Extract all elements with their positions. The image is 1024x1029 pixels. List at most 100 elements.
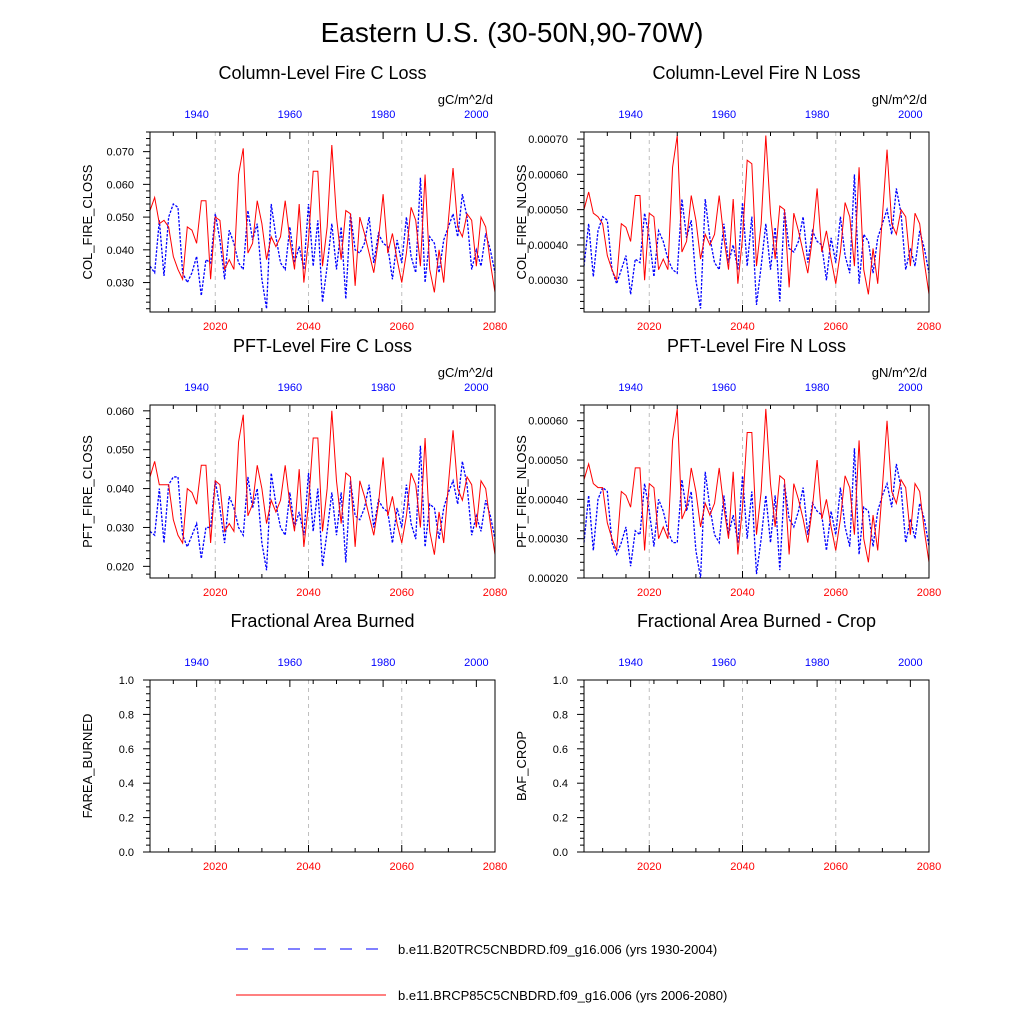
x2-tick-label: 2000 xyxy=(464,382,488,394)
x-tick-label: 2060 xyxy=(390,587,414,599)
x-tick-label: 2080 xyxy=(483,321,507,333)
y-tick-label: 0.00050 xyxy=(528,455,568,467)
x2-tick-label: 2000 xyxy=(898,657,922,669)
series-line-red xyxy=(149,410,496,555)
series-line-red xyxy=(583,135,930,295)
y-axis-label: PFT_FIRE_CLOSS xyxy=(80,435,95,548)
plot-frame xyxy=(583,131,930,313)
x2-tick-label: 2000 xyxy=(898,382,922,394)
series-line-blue xyxy=(583,174,930,309)
x2-tick-label: 2000 xyxy=(464,657,488,669)
y-axis-label: COL_FIRE_CLOSS xyxy=(80,164,95,279)
x2-tick-label: 1980 xyxy=(805,657,829,669)
panel-title: Column-Level Fire C Loss xyxy=(218,63,426,83)
y-tick-label: 0.00060 xyxy=(528,416,568,428)
plot-frame xyxy=(583,679,930,853)
y-tick-label: 0.00070 xyxy=(528,134,568,146)
x2-tick-label: 1960 xyxy=(278,657,302,669)
y-tick-label: 0.4 xyxy=(119,778,134,790)
x2-tick-label: 1940 xyxy=(184,382,208,394)
x-tick-label: 2040 xyxy=(730,321,754,333)
x2-tick-label: 1940 xyxy=(618,109,642,121)
panel-pft-fire-n: PFT-Level Fire N Loss gN/m^2/d 2020 2040 206… xyxy=(514,336,941,599)
panel-units: gC/m^2/d xyxy=(438,92,493,107)
panel-units: gN/m^2/d xyxy=(872,92,927,107)
y-axis-label: PFT_FIRE_NLOSS xyxy=(514,435,529,548)
x2-tick-label: 1980 xyxy=(371,382,395,394)
y-tick-label: 0.6 xyxy=(119,744,134,756)
y-tick-label: 0.060 xyxy=(106,406,134,418)
y-axis-label: FAREA_BURNED xyxy=(80,714,95,819)
panel-farea-burned: Fractional Area Burned 2020 2040 2060 2080 19… xyxy=(80,611,507,873)
x2-tick-label: 1980 xyxy=(805,382,829,394)
y-tick-label: 0.2 xyxy=(119,813,134,825)
x-tick-label: 2080 xyxy=(917,321,941,333)
x-tick-label: 2060 xyxy=(390,861,414,873)
y-tick-label: 0.040 xyxy=(106,245,134,257)
plot-frame xyxy=(149,404,496,579)
x-tick-label: 2080 xyxy=(483,861,507,873)
y-axis-label: COL_FIRE_NLOSS xyxy=(514,164,529,279)
y-tick-label: 0.030 xyxy=(106,522,134,534)
plot-frame xyxy=(149,131,496,313)
panel-pft-fire-c: PFT-Level Fire C Loss gC/m^2/d 2020 2040 206… xyxy=(80,336,507,599)
panel-title: Fractional Area Burned - Crop xyxy=(637,611,876,631)
panel-title: Column-Level Fire N Loss xyxy=(652,63,860,83)
x-tick-label: 2080 xyxy=(483,587,507,599)
x2-tick-label: 2000 xyxy=(898,109,922,121)
x-tick-label: 2040 xyxy=(296,861,320,873)
y-tick-label: 0.060 xyxy=(106,179,134,191)
x2-tick-label: 1940 xyxy=(618,382,642,394)
x2-tick-label: 1960 xyxy=(712,382,736,394)
panel-title: PFT-Level Fire N Loss xyxy=(667,336,846,356)
panel-title: Fractional Area Burned xyxy=(230,611,414,631)
legend: b.e11.B20TRC5CNBDRD.f09_g16.006 (yrs 193… xyxy=(236,942,727,1003)
page-title: Eastern U.S. (30-50N,90-70W) xyxy=(321,17,704,48)
panel-title: PFT-Level Fire C Loss xyxy=(233,336,412,356)
y-tick-label: 0.6 xyxy=(553,744,568,756)
x-tick-label: 2020 xyxy=(203,587,227,599)
x-tick-label: 2020 xyxy=(637,587,661,599)
y-tick-label: 0.00040 xyxy=(528,240,568,252)
y-tick-label: 0.00020 xyxy=(528,573,568,585)
x-tick-label: 2040 xyxy=(730,861,754,873)
y-tick-label: 0.030 xyxy=(106,278,134,290)
panel-units: gC/m^2/d xyxy=(438,365,493,380)
y-tick-label: 0.040 xyxy=(106,484,134,496)
y-tick-label: 0.070 xyxy=(106,147,134,159)
y-tick-label: 0.00060 xyxy=(528,169,568,181)
panel-col-fire-n: Column-Level Fire N Loss gN/m^2/d 2020 2040… xyxy=(514,63,941,333)
x-tick-label: 2060 xyxy=(824,321,848,333)
panel-units: gN/m^2/d xyxy=(872,365,927,380)
x-tick-label: 2060 xyxy=(824,587,848,599)
series-line-red xyxy=(583,408,930,563)
y-tick-label: 0.2 xyxy=(553,813,568,825)
plot-frame xyxy=(583,404,930,579)
legend-label-red: b.e11.BRCP85C5CNBDRD.f09_g16.006 (yrs 20… xyxy=(398,988,727,1003)
legend-label-blue: b.e11.B20TRC5CNBDRD.f09_g16.006 (yrs 193… xyxy=(398,942,717,957)
panel-baf-crop: Fractional Area Burned - Crop 2020 2040 206… xyxy=(514,611,941,873)
x-tick-label: 2080 xyxy=(917,861,941,873)
x-tick-label: 2040 xyxy=(730,587,754,599)
x2-tick-label: 1960 xyxy=(712,657,736,669)
x-tick-label: 2020 xyxy=(203,321,227,333)
x2-tick-label: 1980 xyxy=(371,109,395,121)
y-tick-label: 0.8 xyxy=(119,709,134,721)
series-line-blue xyxy=(149,177,496,309)
y-tick-label: 0.0 xyxy=(119,847,134,859)
x-tick-label: 2060 xyxy=(390,321,414,333)
x-tick-label: 2020 xyxy=(637,861,661,873)
x2-tick-label: 1980 xyxy=(805,109,829,121)
y-tick-label: 0.0 xyxy=(553,847,568,859)
y-tick-label: 1.0 xyxy=(119,675,134,687)
x-tick-label: 2020 xyxy=(203,861,227,873)
x2-tick-label: 1960 xyxy=(278,109,302,121)
x-tick-label: 2040 xyxy=(296,321,320,333)
x-tick-label: 2080 xyxy=(917,587,941,599)
y-tick-label: 0.050 xyxy=(106,212,134,224)
x2-tick-label: 1980 xyxy=(371,657,395,669)
series-line-red xyxy=(149,145,496,293)
y-tick-label: 0.00030 xyxy=(528,275,568,287)
y-tick-label: 1.0 xyxy=(553,675,568,687)
